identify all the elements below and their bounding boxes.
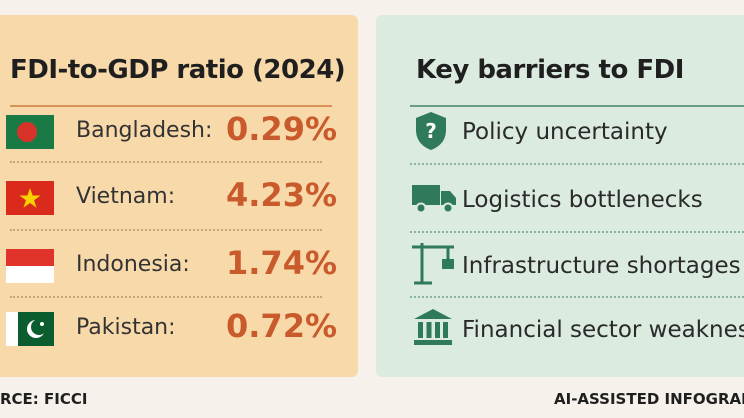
country: Bangladesh: xyxy=(76,118,213,143)
separator xyxy=(410,296,744,298)
truck-icon xyxy=(412,185,456,214)
panel-title: Key barriers to FDI xyxy=(416,55,684,85)
barrier: Policy uncertainty xyxy=(462,119,668,145)
flag-vietnam xyxy=(6,181,54,215)
ratio-value: 0.29% xyxy=(226,110,338,148)
country: Vietnam: xyxy=(76,184,176,209)
separator xyxy=(10,161,322,163)
barrier: Financial sector weaknesse xyxy=(462,317,744,343)
title-rule xyxy=(10,105,332,107)
svg-text:?: ? xyxy=(425,119,437,143)
ratio-value: 0.72% xyxy=(226,307,338,345)
flag-pakistan xyxy=(6,312,54,346)
barrier: Infrastructure shortages xyxy=(462,253,741,279)
source-note: RCE: FICCI xyxy=(0,390,88,408)
barriers-panel: Key barriers to FDI ? Policy uncertainty… xyxy=(376,15,744,377)
ratio-panel: FDI-to-GDP ratio (2024) Bangladesh: 0.29… xyxy=(0,15,358,377)
separator xyxy=(410,231,744,233)
country: Pakistan: xyxy=(76,315,176,340)
separator xyxy=(10,296,322,298)
ratio-value: 4.23% xyxy=(226,176,338,214)
shield-icon: ? xyxy=(416,112,446,150)
ratio-value: 1.74% xyxy=(226,244,338,282)
title-rule xyxy=(410,105,744,107)
flag-indonesia xyxy=(6,249,54,283)
credit-note: AI-ASSISTED INFOGRAP xyxy=(554,390,744,408)
flag-bangladesh xyxy=(6,115,54,149)
separator xyxy=(410,163,744,165)
separator xyxy=(10,229,322,231)
bank-icon xyxy=(414,309,452,345)
crane-icon xyxy=(412,243,454,285)
barrier: Logistics bottlenecks xyxy=(462,187,703,213)
panel-title: FDI-to-GDP ratio (2024) xyxy=(10,55,346,85)
country: Indonesia: xyxy=(76,252,190,277)
